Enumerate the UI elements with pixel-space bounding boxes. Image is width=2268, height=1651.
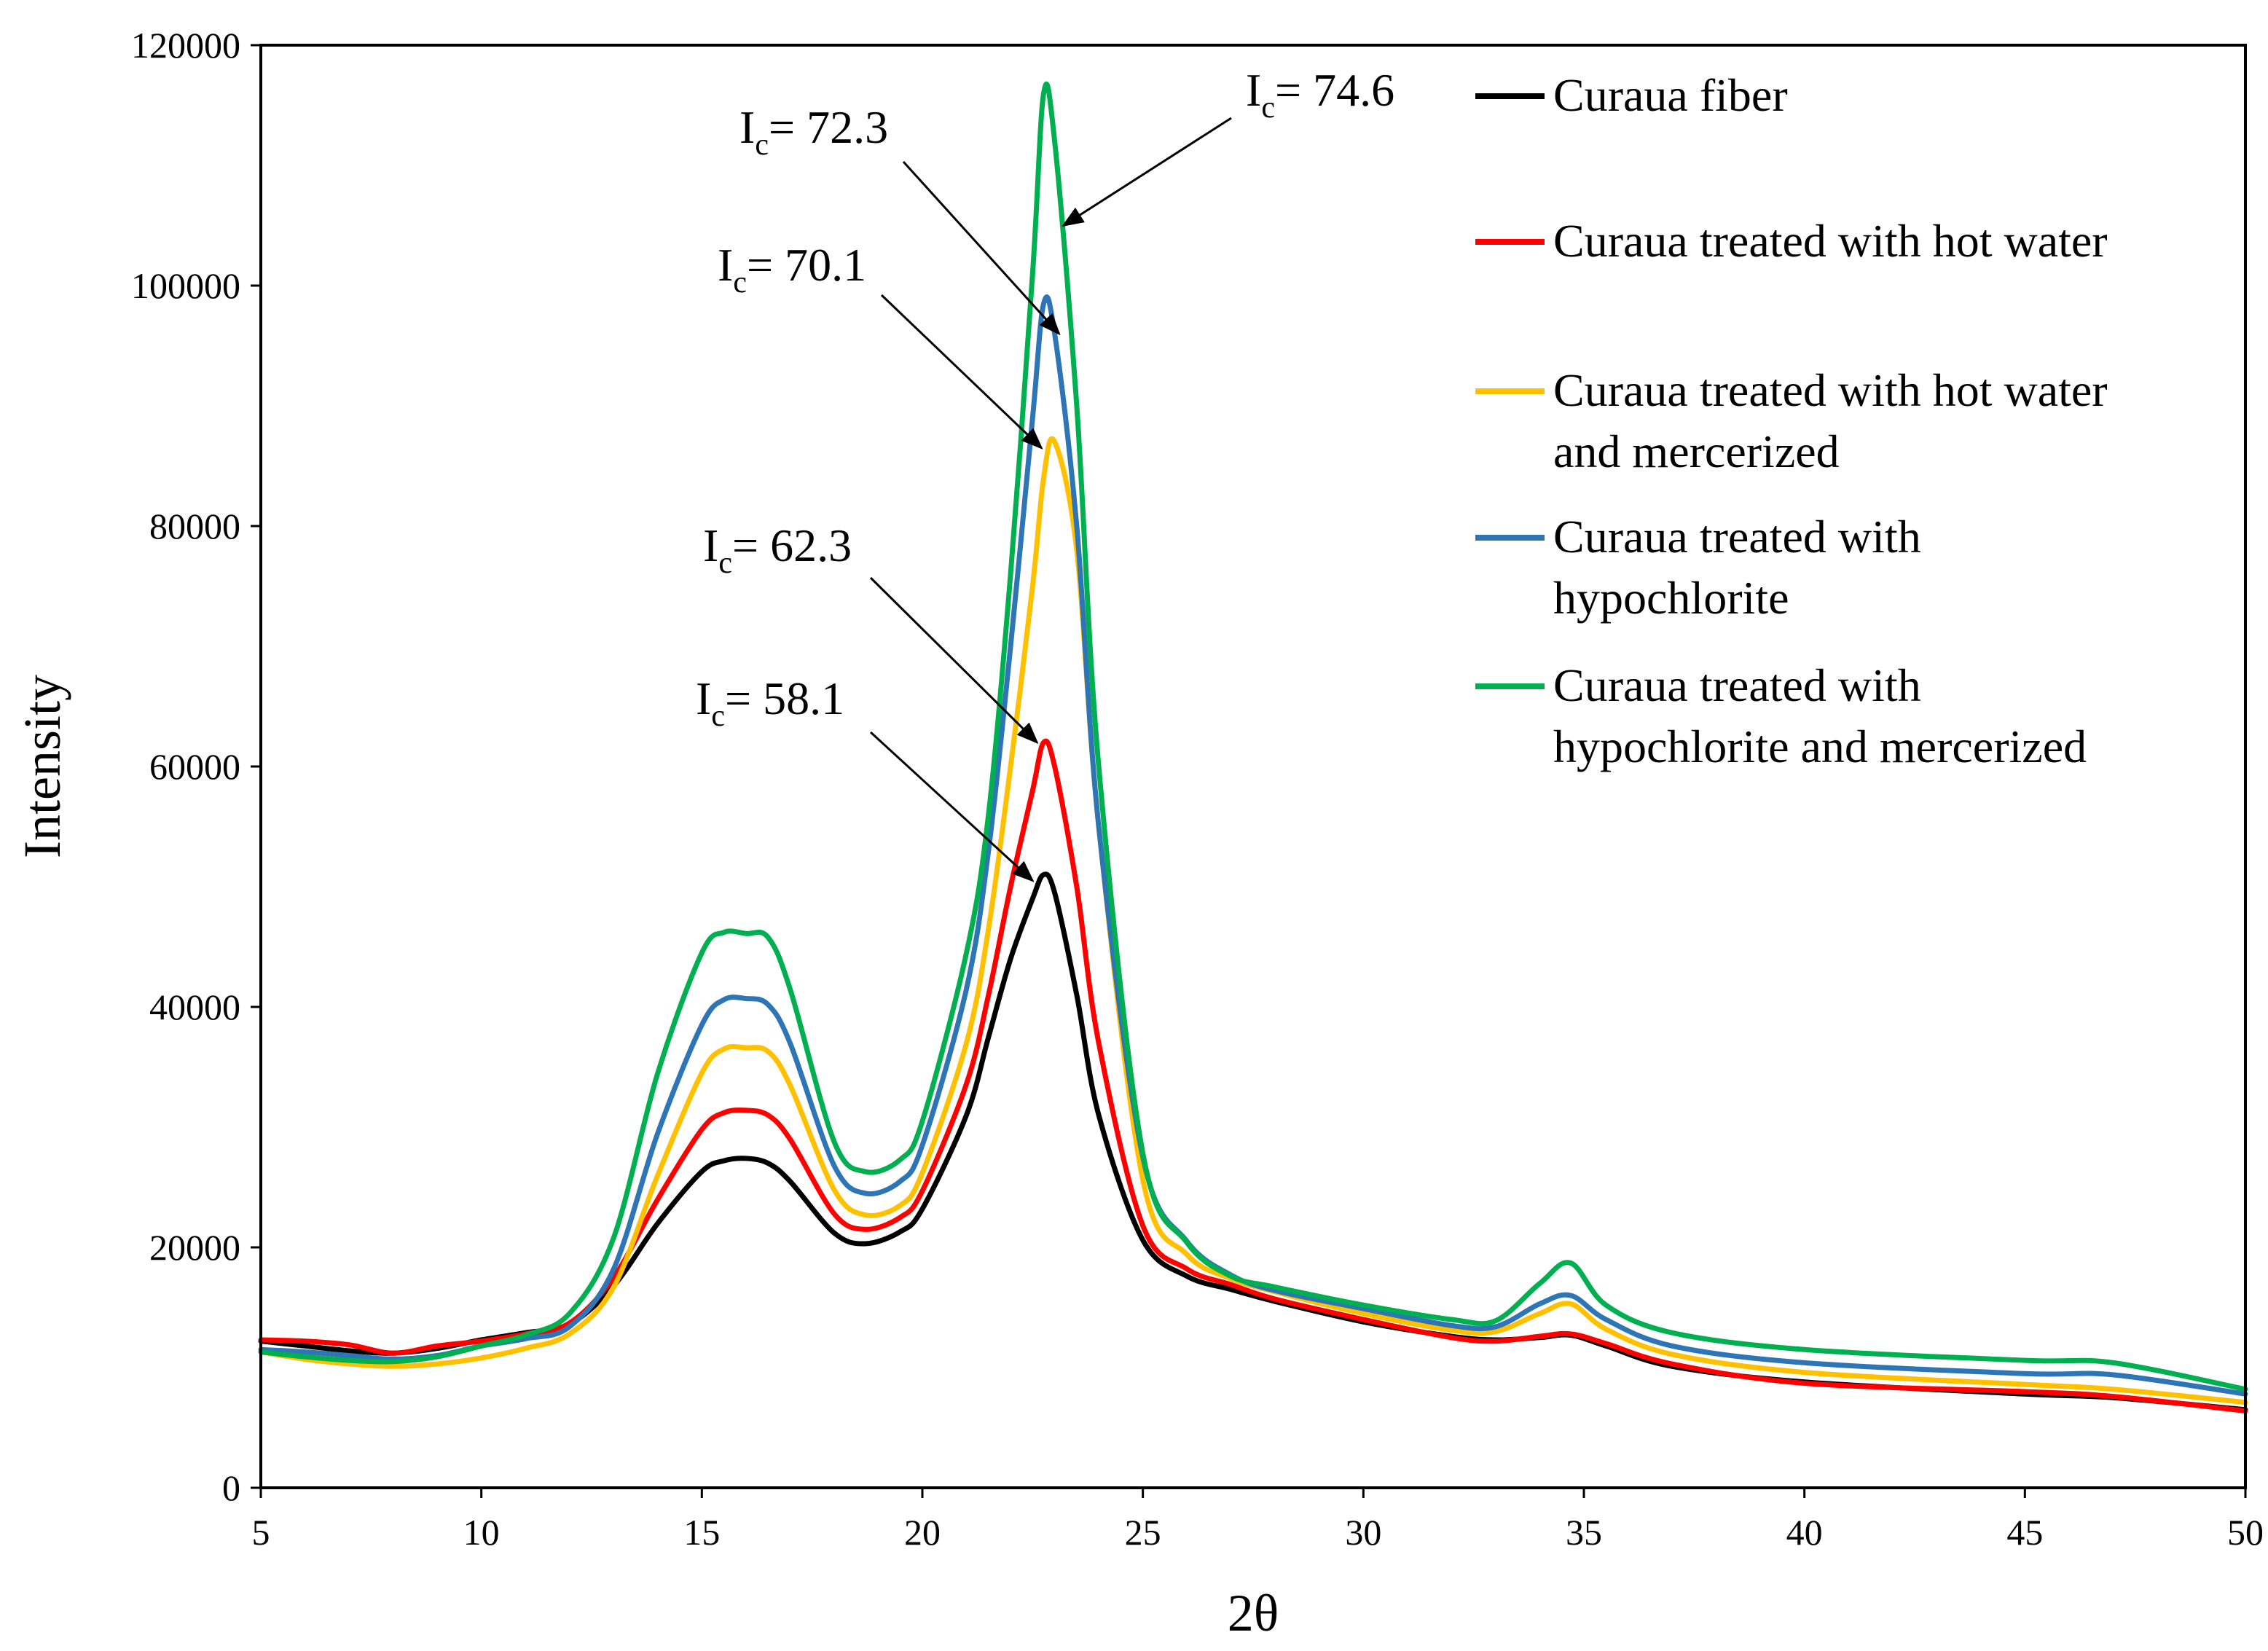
ic-subscript: c: [718, 546, 732, 580]
x-axis-title: 2θ: [1228, 1584, 1279, 1642]
legend-label: Curaua fiber: [1553, 69, 1788, 121]
y-tick-label: 40000: [149, 987, 240, 1027]
series-line-1: [258, 738, 2248, 1413]
ic-value: = 72.3: [769, 101, 888, 153]
legend-label: Curaua treated with hot water: [1553, 364, 2108, 416]
series-line-2: [258, 436, 2248, 1405]
ic-subscript: c: [711, 699, 725, 733]
y-axis-title: Intensity: [13, 675, 71, 858]
x-tick-label: 35: [1566, 1512, 1602, 1553]
ic-annotation-arrow: [880, 294, 1043, 450]
ic-annotation-label: Ic= 72.3: [739, 101, 888, 162]
x-tick-label: 40: [1786, 1512, 1823, 1553]
ic-symbol: I: [739, 101, 755, 153]
legend-label: Curaua treated with: [1553, 659, 1921, 711]
x-tick-label: 30: [1345, 1512, 1381, 1553]
ic-subscript: c: [733, 266, 747, 299]
legend-label: Curaua treated with: [1553, 511, 1921, 562]
ic-annotation-label: Ic= 74.6: [1246, 64, 1394, 125]
axes: 5 10 15 20 25 30 35 40 45 50 0 20000 40000 60000 80000…: [131, 25, 2264, 1553]
legend-label: hypochlorite and mercerized: [1553, 721, 2087, 772]
ic-annotation-arrow: [869, 576, 1039, 745]
series-line-3: [258, 294, 2248, 1397]
y-tick-label: 0: [222, 1467, 240, 1508]
y-tick-label: 20000: [149, 1227, 240, 1268]
ic-symbol: I: [1246, 64, 1261, 116]
plot-area: [258, 82, 2248, 1413]
x-tick-label: 20: [904, 1512, 941, 1553]
ic-value: = 62.3: [732, 519, 852, 571]
ic-annotation-label: Ic= 58.1: [696, 672, 844, 733]
ic-annotation-arrow: [869, 731, 1035, 882]
ic-subscript: c: [755, 128, 769, 162]
x-tick-label: 10: [463, 1512, 500, 1553]
ic-annotation-label: Ic= 70.1: [718, 239, 866, 299]
legend: Curaua fiber Curaua treated with hot wate…: [1475, 69, 2108, 772]
y-tick-label: 60000: [149, 746, 240, 787]
ic-symbol: I: [696, 672, 711, 724]
ic-symbol: I: [718, 239, 733, 291]
y-tick-label: 120000: [131, 25, 240, 66]
ic-annotation-label: Ic= 62.3: [703, 519, 852, 580]
x-tick-label: 15: [683, 1512, 720, 1553]
x-tick-label: 45: [2006, 1512, 2043, 1553]
legend-label: hypochlorite: [1553, 572, 1789, 624]
ic-value: = 58.1: [725, 672, 844, 724]
x-tick-label: 5: [252, 1512, 270, 1553]
ic-value: = 70.1: [747, 239, 866, 291]
y-tick-label: 80000: [149, 506, 240, 546]
series-line-4: [258, 82, 2248, 1392]
ic-annotation-arrow: [902, 160, 1061, 336]
x-tick-label: 25: [1125, 1512, 1161, 1553]
x-tick-label: 50: [2227, 1512, 2264, 1553]
legend-label: Curaua treated with hot water: [1553, 215, 2108, 267]
legend-label: and mercerized: [1553, 426, 1840, 477]
ic-symbol: I: [703, 519, 718, 571]
ic-value: = 74.6: [1275, 64, 1394, 116]
annotations: Ic= 58.1Ic= 62.3Ic= 70.1Ic= 72.3Ic= 74.6: [696, 64, 1394, 882]
ic-subscript: c: [1261, 91, 1275, 125]
y-tick-label: 100000: [131, 265, 240, 306]
ic-annotation-arrow: [1062, 117, 1232, 227]
